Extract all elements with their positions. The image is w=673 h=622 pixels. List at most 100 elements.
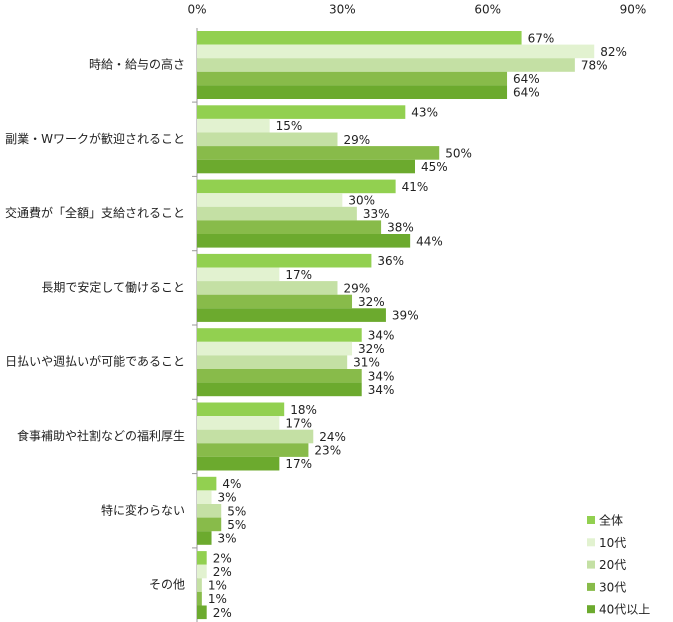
bar [197,132,338,147]
bar [197,193,343,207]
value-label: 17% [285,416,312,430]
bar [197,369,362,383]
value-label: 3% [218,491,237,505]
x-tick-label: 90% [620,3,647,17]
value-label: 32% [358,342,385,356]
value-label: 34% [368,369,395,383]
bar [197,281,338,295]
value-label: 3% [218,532,237,546]
value-label: 32% [358,295,385,309]
value-label: 82% [600,45,627,59]
legend-label: 40代以上 [599,603,650,617]
bar [197,490,212,504]
value-label: 2% [213,565,232,579]
value-label: 17% [285,457,312,471]
bar [197,504,222,518]
value-label: 2% [213,551,232,565]
bar [197,179,396,194]
value-label: 44% [416,234,443,248]
category-label: 時給・給与の高さ [89,57,185,72]
legend-swatch [587,516,595,524]
legend-swatch [587,605,595,614]
bar [197,146,440,160]
bar [197,105,406,119]
legend-label: 30代 [599,580,626,594]
bar [197,308,386,322]
value-label: 45% [421,160,448,174]
value-label: 64% [513,72,540,86]
bar [197,517,222,532]
bar [197,476,217,491]
bar [197,443,309,457]
category-label: その他 [149,578,185,592]
bar [197,234,411,248]
value-label: 18% [290,403,317,417]
bar [197,58,575,72]
category-label: 食事補助や社割などの福利厚生 [17,428,185,443]
bar [197,416,280,430]
value-label: 24% [319,430,346,444]
value-label: 5% [227,518,246,532]
value-label: 34% [368,383,395,397]
bar [197,402,285,417]
value-label: 30% [348,194,375,208]
value-label: 50% [445,146,472,160]
bar [197,355,348,369]
value-label: 5% [227,504,246,518]
value-label: 29% [343,281,370,295]
bar [197,44,595,59]
value-label: 4% [222,477,241,491]
value-label: 38% [387,221,414,235]
bar [197,605,207,620]
value-label: 1% [208,579,227,593]
bar [197,31,522,45]
bar [197,531,212,545]
bar [197,382,362,397]
value-label: 33% [363,207,390,221]
value-label: 41% [402,180,429,194]
bar [197,591,202,606]
value-label: 29% [343,133,370,147]
value-label: 34% [368,329,395,343]
bar [197,85,508,99]
bar [197,118,270,133]
legend-swatch [587,582,595,591]
category-label: 長期で安定して働けること [41,279,185,294]
value-label: 36% [377,254,404,268]
bar [197,328,362,342]
bar [197,71,508,86]
value-label: 64% [513,86,540,100]
value-label: 78% [581,59,608,73]
bar [197,220,382,234]
bar [197,206,357,221]
legend-swatch [587,538,595,547]
x-tick-label: 60% [474,3,501,17]
value-label: 39% [392,309,419,323]
category-label: 特に変わらない [101,502,185,517]
bar [197,294,353,309]
legend-label: 10代 [599,536,626,550]
value-label: 67% [528,31,555,45]
value-label: 23% [314,444,341,458]
bar [197,267,280,282]
category-label: 交通費が「全額」支給されること [5,205,185,220]
category-label: 副業・Wワークが歓迎されること [5,131,185,146]
bar [197,551,207,565]
value-label: 15% [276,119,303,133]
x-tick-label: 0% [187,3,206,17]
value-label: 31% [353,356,380,370]
value-label: 2% [213,606,232,620]
bar [197,429,314,444]
x-tick-label: 30% [329,3,356,17]
legend-label: 全体 [599,513,623,528]
category-label: 日払いや週払いが可能であること [5,354,185,369]
value-label: 43% [411,106,438,120]
legend-label: 20代 [599,558,626,572]
value-label: 1% [208,592,227,606]
bar [197,456,280,471]
bar [197,564,207,579]
bar [197,341,353,356]
legend-swatch [587,560,595,569]
